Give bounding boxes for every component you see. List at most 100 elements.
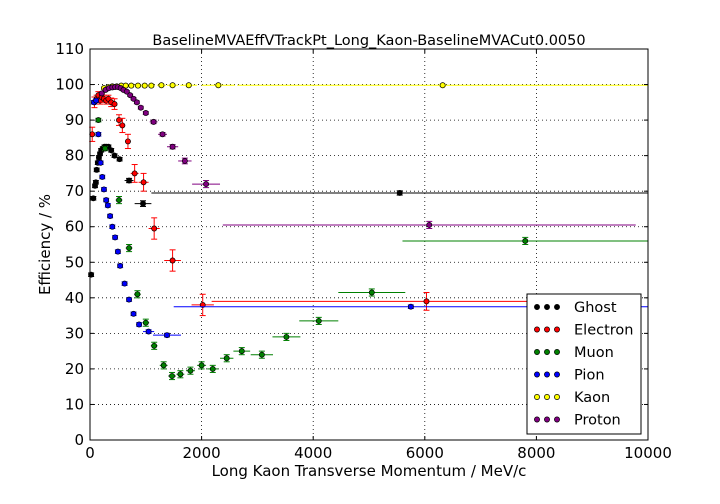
data-point xyxy=(145,328,152,335)
legend-label: Pion xyxy=(574,368,605,384)
data-point xyxy=(93,166,100,173)
legend-marker xyxy=(544,326,550,333)
chart-title: BaselineMVAEffVTrackPt_Long_Kaon-Baselin… xyxy=(152,33,585,49)
y-tick-label: 50 xyxy=(65,253,84,271)
y-tick-label: 90 xyxy=(65,111,84,129)
data-point xyxy=(102,145,109,152)
data-point xyxy=(181,158,188,164)
x-tick-label: 4000 xyxy=(294,444,332,462)
data-point xyxy=(283,333,290,340)
y-tick-label: 30 xyxy=(65,324,84,342)
data-point xyxy=(111,152,118,159)
legend-marker xyxy=(534,304,540,310)
data-point xyxy=(95,131,102,138)
data-point xyxy=(134,291,141,298)
legend-marker xyxy=(554,326,560,333)
axis-ticks: 0 2000 4000 6000 8000 10000 0 10 20 30 40 50 60 70 80 9… xyxy=(55,40,672,462)
data-point xyxy=(198,362,205,369)
data-point xyxy=(133,99,140,106)
x-axis-title: Long Kaon Transverse Momentum / MeV/c xyxy=(212,462,527,480)
legend-marker xyxy=(534,326,540,333)
data-point xyxy=(135,82,141,89)
legend: Ghost Electron Muon Pion Kaon Proton xyxy=(526,293,642,435)
x-tick-label: 8000 xyxy=(517,444,555,462)
legend-marker xyxy=(544,349,550,355)
legend-label: Muon xyxy=(574,345,614,361)
data-point xyxy=(103,197,110,204)
data-point xyxy=(123,88,130,95)
data-point xyxy=(177,371,184,378)
data-point xyxy=(95,117,102,124)
data-point xyxy=(148,82,155,89)
data-point xyxy=(209,365,216,372)
plot-frame xyxy=(89,48,649,441)
legend-marker xyxy=(544,371,550,378)
data-point xyxy=(203,181,210,188)
y-tick-label: 40 xyxy=(65,289,84,307)
data-point xyxy=(98,90,105,97)
y-tick-label: 110 xyxy=(55,40,84,58)
legend-marker xyxy=(534,349,540,355)
y-tick-label: 0 xyxy=(74,431,84,449)
x-tick-label: 6000 xyxy=(406,444,444,462)
data-point xyxy=(315,317,322,324)
series-pion xyxy=(90,97,648,339)
data-point xyxy=(150,118,157,125)
series-kaon xyxy=(100,82,648,92)
y-tick-label: 10 xyxy=(65,395,84,413)
y-tick-label: 20 xyxy=(65,360,84,378)
data-point xyxy=(107,213,114,220)
legend-marker xyxy=(554,349,560,355)
data-point xyxy=(223,355,230,362)
data-point xyxy=(117,262,124,269)
series-muon xyxy=(95,117,648,381)
legend-marker xyxy=(534,371,540,378)
data-point xyxy=(169,257,176,264)
data-point xyxy=(164,332,170,339)
data-point xyxy=(426,221,433,228)
legend-label: Electron xyxy=(574,323,633,339)
data-point xyxy=(127,92,134,99)
legend-marker xyxy=(544,394,550,400)
legend-label: Ghost xyxy=(574,300,617,316)
data-point xyxy=(140,179,147,186)
legend-marker xyxy=(534,416,540,423)
data-point xyxy=(140,200,146,207)
data-point xyxy=(112,234,119,241)
y-tick-label: 100 xyxy=(55,76,84,94)
series-electron xyxy=(89,91,642,317)
data-point xyxy=(104,202,111,209)
data-point xyxy=(142,110,149,116)
data-point xyxy=(151,225,158,232)
y-axis-title: Efficiency / % xyxy=(36,194,54,295)
x-tick-label: 10000 xyxy=(624,444,672,462)
data-point xyxy=(160,362,167,369)
x-tick-label: 0 xyxy=(85,444,95,462)
data-point xyxy=(439,82,446,89)
data-point xyxy=(131,170,138,177)
data-point xyxy=(407,303,414,310)
legend-marker xyxy=(534,394,540,400)
y-tick-label: 60 xyxy=(65,218,84,236)
legend-marker xyxy=(554,416,560,423)
data-point xyxy=(92,179,99,186)
legend-marker xyxy=(544,304,550,310)
data-point xyxy=(126,296,133,303)
data-point xyxy=(142,319,149,326)
legend-box xyxy=(526,293,642,435)
legend-marker xyxy=(554,394,560,400)
data-point xyxy=(158,82,165,89)
series-proton xyxy=(98,84,636,230)
data-point xyxy=(108,147,115,154)
data-point xyxy=(130,310,137,317)
data-point xyxy=(136,321,143,328)
data-point xyxy=(130,95,137,102)
data-point xyxy=(116,197,122,204)
data-point xyxy=(121,280,128,287)
data-point xyxy=(258,351,265,358)
data-point xyxy=(128,82,135,89)
data-point xyxy=(396,190,403,196)
data-point xyxy=(187,367,194,374)
y-tick-label: 70 xyxy=(65,182,84,200)
